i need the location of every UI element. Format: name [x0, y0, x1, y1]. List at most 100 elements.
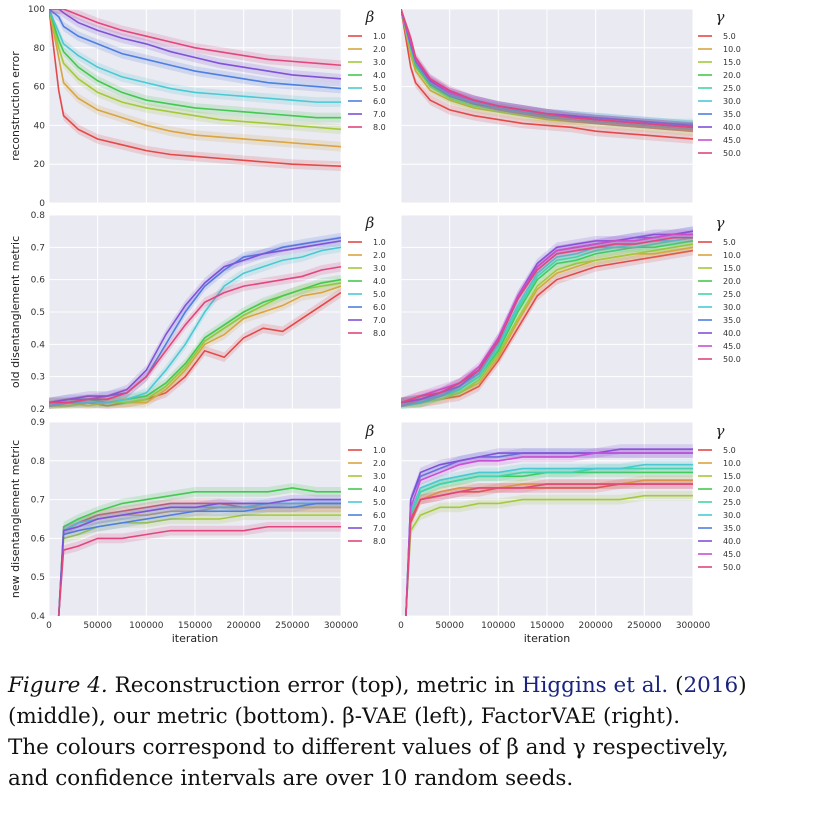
panel-gamma_new: 0 50000 100000 150000 200000 250000 300000 iter… [398, 421, 741, 645]
legend-title: γ [716, 422, 725, 440]
series-line-10.0 [401, 9, 693, 133]
series-band-30.0 [401, 232, 693, 408]
x-tick-label: 100000 [481, 621, 516, 631]
legend-label-30.0: 30.0 [723, 303, 741, 312]
series-line-10.0 [401, 246, 693, 404]
x-tick-label: 250000 [627, 621, 662, 631]
legend-label-5.0: 5.0 [373, 498, 386, 507]
caption-line-4: and confidence intervals are over 10 ran… [8, 766, 574, 791]
legend-label-15.0: 15.0 [723, 58, 741, 67]
series-line-50.0 [401, 236, 693, 404]
panel-beta_recon: 0 20 40 60 80 100 reconstruction error β 1.0 2.0 3… [9, 5, 386, 209]
legend-label-3.0: 3.0 [373, 264, 386, 273]
x-tick-label: 150000 [530, 621, 565, 631]
legend-label-3.0: 3.0 [373, 472, 386, 481]
caption-line-3: The colours correspond to different valu… [8, 735, 729, 760]
legend-label-25.0: 25.0 [723, 498, 741, 507]
y-axis-label: old disentanglement metric [9, 236, 22, 388]
series-group [49, 232, 341, 409]
legend: β 1.0 2.0 3.0 4.0 5.0 6.0 7.0 8.0 [348, 214, 386, 338]
x-tick-label: 100000 [129, 621, 164, 631]
series-line-1.0 [49, 9, 341, 167]
figure-panels: 0 20 40 60 80 100 reconstruction error β 1.0 2.0 3… [9, 5, 741, 645]
legend-label-20.0: 20.0 [723, 485, 741, 494]
legend-label-45.0: 45.0 [723, 136, 741, 145]
series-line-7.0 [57, 498, 341, 616]
legend-label-40.0: 40.0 [723, 537, 741, 546]
series-band-8.0 [58, 521, 341, 616]
series-line-5.0 [49, 9, 341, 103]
series-line-2.0 [49, 285, 341, 407]
legend-label-6.0: 6.0 [373, 511, 386, 520]
x-tick-label: 0 [46, 621, 52, 631]
legend-label-5.0: 5.0 [373, 290, 386, 299]
series-band-6.0 [49, 9, 341, 94]
legend-label-30.0: 30.0 [723, 97, 741, 106]
legend: γ 5.0 10.0 15.0 20.0 25.0 30.0 35.0 40.0 45.0 50.0 [698, 214, 741, 364]
legend-label-35.0: 35.0 [723, 316, 741, 325]
y-tick-label: 0.6 [31, 276, 46, 286]
caption-line-1-text: Reconstruction error (top), metric in [107, 673, 522, 698]
legend-label-5.0: 5.0 [723, 238, 736, 247]
series-line-50.0 [401, 9, 693, 129]
series-line-5.0 [401, 9, 693, 140]
x-tick-label: 150000 [178, 621, 213, 631]
x-tick-label: 50000 [435, 621, 464, 631]
legend-label-40.0: 40.0 [723, 123, 741, 132]
legend-label-5.0: 5.0 [373, 84, 386, 93]
series-band-8.0 [49, 261, 341, 408]
legend-title: β [365, 8, 375, 26]
legend-label-1.0: 1.0 [373, 238, 386, 247]
caption-citation-link[interactable]: Higgins et al. [521, 673, 669, 698]
y-tick-label: 0.2 [31, 405, 45, 415]
legend-label-25.0: 25.0 [723, 290, 741, 299]
legend-label-35.0: 35.0 [723, 110, 741, 119]
legend-title: β [365, 214, 375, 232]
series-band-8.0 [49, 9, 341, 71]
x-tick-label: 200000 [226, 621, 261, 631]
legend: β 1.0 2.0 3.0 4.0 5.0 6.0 7.0 8.0 [348, 8, 386, 132]
y-tick-label: 0.4 [31, 340, 46, 350]
y-tick-label: 20 [34, 160, 46, 170]
series-line-6.0 [49, 236, 341, 404]
legend-label-50.0: 50.0 [723, 563, 741, 572]
legend-label-20.0: 20.0 [723, 277, 741, 286]
series-band-4.0 [49, 9, 341, 123]
y-tick-label: 0.5 [31, 573, 45, 583]
y-tick-label: 0.8 [31, 211, 46, 221]
caption-citation-year-link[interactable]: 2016 [683, 673, 739, 698]
caption-figure-label: Figure 4. [8, 673, 108, 698]
y-tick-label: 60 [34, 83, 46, 93]
y-tick-label: 0.8 [31, 457, 46, 467]
series-group [401, 226, 693, 409]
series-line-8.0 [49, 9, 341, 67]
series-band-2.0 [49, 9, 341, 152]
series-group [57, 483, 341, 616]
y-tick-label: 0.5 [31, 308, 45, 318]
legend-label-4.0: 4.0 [373, 71, 386, 80]
x-tick-label: 0 [398, 621, 404, 631]
legend-label-7.0: 7.0 [373, 110, 386, 119]
legend-label-7.0: 7.0 [373, 316, 386, 325]
x-tick-label: 200000 [578, 621, 613, 631]
series-group [49, 9, 341, 171]
legend-label-45.0: 45.0 [723, 342, 741, 351]
x-axis-label: iteration [172, 632, 218, 645]
series-band-5.0 [49, 9, 341, 107]
series-line-5.0 [401, 249, 693, 404]
series-band-4.0 [49, 274, 341, 408]
legend-title: γ [716, 214, 725, 232]
series-band-2.0 [49, 281, 341, 409]
series-line-45.0 [405, 452, 693, 616]
series-line-15.0 [401, 9, 693, 131]
series-line-4.0 [49, 9, 341, 119]
legend-title: β [365, 422, 375, 440]
y-tick-label: 0.9 [31, 418, 46, 428]
x-tick-label: 250000 [275, 621, 310, 631]
legend-label-50.0: 50.0 [723, 149, 741, 158]
legend-label-10.0: 10.0 [723, 251, 741, 260]
series-band-10.0 [405, 475, 693, 616]
series-band-3.0 [49, 278, 341, 409]
y-tick-label: 80 [34, 44, 46, 54]
legend-label-2.0: 2.0 [373, 251, 386, 260]
